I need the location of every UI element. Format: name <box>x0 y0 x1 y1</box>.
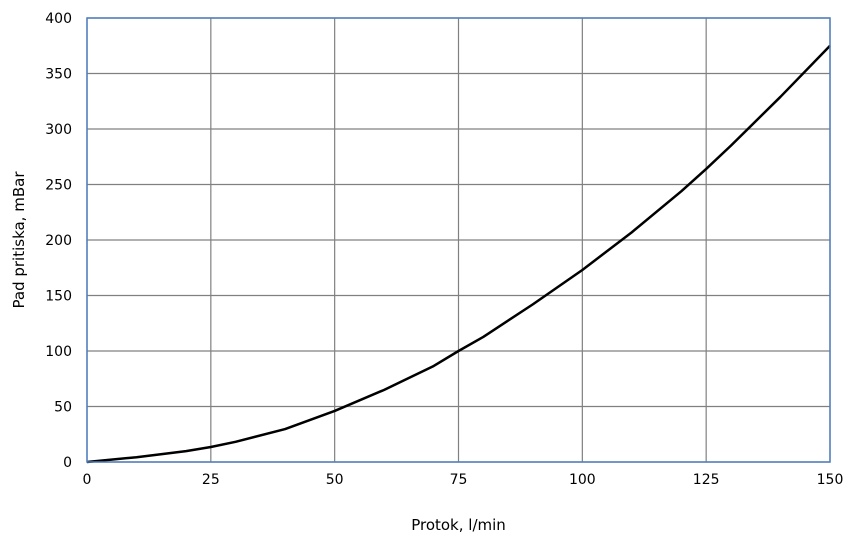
x-tick-label: 75 <box>450 472 468 488</box>
y-tick-label: 200 <box>45 233 72 249</box>
y-tick-label: 400 <box>45 11 72 27</box>
x-tick-label: 50 <box>326 472 344 488</box>
y-tick-label: 0 <box>63 455 72 471</box>
y-axis-title: Pad pritiska, mBar <box>10 171 28 309</box>
y-tick-label: 250 <box>45 178 72 194</box>
y-tick-label: 50 <box>54 400 72 416</box>
x-tick-label: 125 <box>693 472 720 488</box>
x-tick-label: 150 <box>817 472 844 488</box>
y-tick-label: 150 <box>45 289 72 305</box>
x-axis-title: Protok, l/min <box>411 516 506 534</box>
x-tick-label: 0 <box>83 472 92 488</box>
series-layer <box>86 44 831 464</box>
y-tick-label: 350 <box>45 67 72 83</box>
grid-layer <box>86 17 831 463</box>
pressure-drop-curve <box>86 44 831 464</box>
x-tick-label: 25 <box>202 472 220 488</box>
tick-label-layer: 0 25 50 75 100 125 150 0 50 100 150 200 250 300 350 400 <box>45 11 843 488</box>
y-tick-label: 100 <box>45 344 72 360</box>
x-tick-label: 100 <box>569 472 596 488</box>
y-tick-label: 300 <box>45 122 72 138</box>
plot-frame <box>86 17 831 463</box>
